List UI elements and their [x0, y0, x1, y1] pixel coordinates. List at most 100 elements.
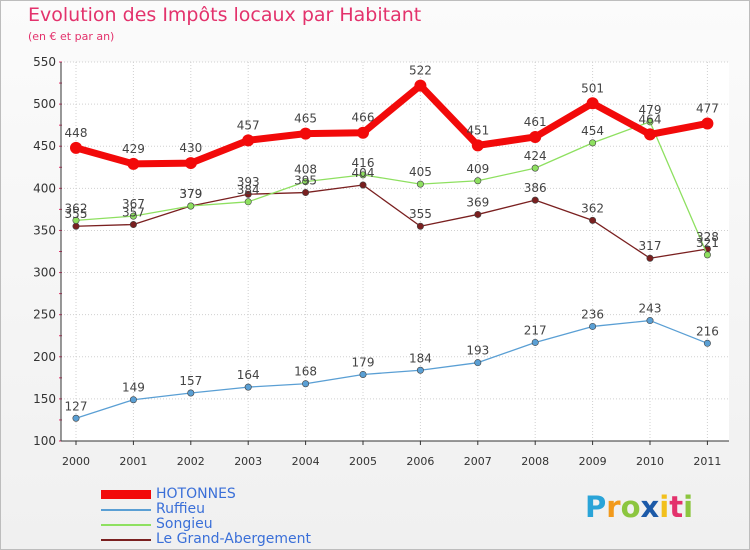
y-tick-label: 550: [33, 55, 56, 69]
legend-label-le-grand-abergement: Le Grand-Abergement: [156, 531, 312, 547]
data-point: [299, 127, 312, 140]
data-point: [474, 177, 482, 185]
data-label: 369: [466, 195, 489, 209]
data-point: [244, 198, 252, 206]
data-label: 477: [696, 101, 719, 115]
data-point: [70, 141, 82, 154]
y-tick-label: 150: [33, 392, 56, 406]
x-tick-label: 2004: [292, 455, 320, 468]
plot-area: [61, 62, 729, 441]
data-label: 416: [352, 156, 375, 170]
data-label: 501: [581, 81, 604, 95]
data-point: [701, 117, 714, 130]
data-label: 149: [122, 381, 145, 395]
data-point: [703, 251, 711, 259]
y-tick-label: 500: [33, 97, 56, 111]
legend-label-songieu: Songieu: [156, 516, 213, 532]
data-label: 355: [65, 207, 88, 221]
data-point: [589, 322, 597, 330]
y-tick-label: 350: [33, 223, 56, 237]
y-tick-label: 300: [33, 266, 56, 280]
data-point: [474, 210, 482, 218]
logo-letter: r: [606, 490, 621, 524]
data-label: 386: [524, 181, 547, 195]
data-point: [414, 79, 427, 92]
data-label: 362: [65, 201, 88, 215]
data-point: [474, 359, 482, 367]
data-label: 408: [294, 163, 317, 177]
data-point: [416, 180, 424, 188]
data-label: 429: [122, 142, 145, 156]
x-tick-label: 2007: [464, 455, 492, 468]
data-point: [703, 339, 711, 347]
data-point: [359, 181, 367, 189]
data-label: 317: [639, 239, 662, 253]
data-point: [531, 164, 539, 172]
series-line-le-grand-abergement: [75, 184, 709, 259]
data-label: 243: [639, 302, 662, 316]
data-point: [589, 139, 597, 147]
x-tick-label: 2003: [234, 455, 262, 468]
logo-letter: i: [659, 490, 670, 524]
y-tick-label: 450: [33, 139, 56, 153]
data-point: [302, 189, 310, 197]
logo-letter: i: [683, 490, 694, 524]
data-point: [242, 134, 255, 147]
legend-label-ruffieu: Ruffieu: [156, 501, 205, 517]
data-point: [72, 222, 80, 230]
legend-swatch-ruffieu: [101, 509, 151, 511]
x-tick-label: 2009: [579, 455, 607, 468]
data-point: [416, 222, 424, 230]
data-label: 355: [409, 207, 432, 221]
data-label: 454: [581, 124, 604, 138]
data-point: [357, 126, 369, 139]
data-point: [72, 216, 80, 224]
series-line-songieu: [75, 121, 709, 256]
data-point: [302, 178, 310, 186]
data-point: [646, 118, 654, 126]
data-point: [302, 380, 310, 388]
x-tick-label: 2005: [349, 455, 377, 468]
data-label: 321: [696, 236, 719, 250]
y-tick-label: 100: [33, 434, 56, 448]
data-label: 357: [122, 206, 145, 220]
proxiti-logo: Proxiti: [585, 490, 693, 524]
data-label: 424: [524, 149, 547, 163]
y-tick-label: 400: [33, 181, 56, 195]
logo-letter: x: [640, 490, 660, 524]
data-label: 395: [294, 174, 317, 188]
data-point: [129, 212, 137, 220]
data-label: 216: [696, 324, 719, 338]
data-label: 193: [466, 344, 489, 358]
legend-label-hotonnes: HOTONNES: [156, 486, 236, 502]
data-label: 168: [294, 365, 317, 379]
data-point: [416, 366, 424, 374]
data-label: 217: [524, 323, 547, 337]
data-label: 457: [237, 118, 260, 132]
data-label: 127: [65, 399, 88, 413]
data-point: [646, 317, 654, 325]
data-label: 409: [466, 162, 489, 176]
data-point: [129, 396, 137, 404]
data-point: [127, 157, 140, 170]
data-point: [187, 389, 195, 397]
data-point: [359, 370, 367, 378]
chart-subtitle: (en € et par an): [28, 30, 115, 43]
y-tick-label: 250: [33, 308, 56, 322]
legend-swatch-hotonnes: [101, 490, 151, 499]
data-point: [184, 157, 197, 170]
data-label: 236: [581, 307, 604, 321]
series-line-ruffieu: [75, 319, 709, 419]
series-line-hotonnes: [72, 82, 711, 168]
data-point: [586, 97, 599, 110]
data-label: 184: [409, 351, 432, 365]
legend-swatch-songieu: [101, 524, 151, 526]
data-point: [244, 383, 252, 391]
data-label: 367: [122, 197, 145, 211]
x-tick-label: 2000: [62, 455, 90, 468]
data-label: 464: [639, 112, 662, 126]
data-label: 522: [409, 64, 432, 78]
data-point: [646, 254, 654, 262]
x-tick-label: 2001: [119, 455, 147, 468]
